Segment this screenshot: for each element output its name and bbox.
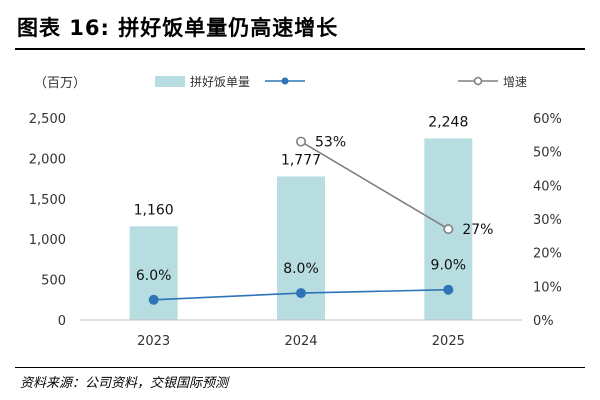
title-rule — [15, 48, 585, 50]
legend-marker-growth — [473, 76, 483, 86]
share-value-label: 8.0% — [283, 261, 319, 277]
legend-swatch-bar — [155, 76, 185, 87]
y-unit-label: （百万） — [34, 76, 86, 91]
bar-value-label: 1,160 — [134, 202, 174, 218]
left-axis-tick-label: 1,000 — [29, 233, 66, 248]
legend-label-bar: 拼好饭单量 — [190, 75, 250, 89]
right-axis: 0% 10% 20% 30% 40% 50% 60% — [533, 112, 562, 329]
growth-point — [443, 224, 454, 235]
source-rule — [15, 367, 585, 368]
share-point — [295, 288, 306, 299]
x-axis-tick-label: 2024 — [284, 334, 317, 349]
x-axis: 2023 2024 2025 — [80, 319, 522, 349]
left-axis-tick-label: 0 — [58, 314, 66, 329]
x-axis-tick-label: 2025 — [432, 334, 465, 349]
right-axis-tick-label: 0% — [533, 314, 554, 329]
growth-value-label: 53% — [315, 135, 346, 151]
growth-line — [300, 140, 449, 230]
right-axis-tick-label: 10% — [533, 280, 562, 295]
right-axis-tick-label: 30% — [533, 213, 562, 228]
share-value-label: 9.0% — [431, 258, 467, 274]
right-axis-tick-label: 20% — [533, 247, 562, 262]
right-axis-tick-label: 50% — [533, 146, 562, 161]
bar-value-label: 2,248 — [428, 114, 468, 130]
left-axis-tick-label: 1,500 — [29, 193, 66, 208]
bar — [277, 176, 325, 320]
lines — [148, 136, 454, 305]
right-axis-tick-label: 40% — [533, 179, 562, 194]
x-axis-tick-label: 2023 — [137, 334, 170, 349]
source-note: 资料来源：公司资料，交银国际预测 — [20, 376, 229, 391]
left-axis-tick-label: 2,500 — [29, 112, 66, 127]
bar-value-label: 1,777 — [281, 152, 321, 168]
legend-marker-share — [281, 77, 289, 85]
right-axis-tick-label: 60% — [533, 112, 562, 127]
chart-title: 图表 16: 拼好饭单量仍高速增长 — [17, 16, 339, 40]
data-labels: 1,160 1,777 2,248 6.0% 8.0% 9.0% 53% 27% — [134, 114, 494, 283]
left-axis: 0 500 1,000 1,500 2,000 2,500 — [29, 112, 66, 329]
left-axis-tick-label: 2,000 — [29, 152, 66, 167]
growth-value-label: 27% — [462, 222, 493, 238]
left-axis-tick-label: 500 — [41, 274, 66, 289]
growth-point — [295, 136, 306, 147]
legend: 拼好饭单量 增速 — [155, 75, 527, 89]
share-value-label: 6.0% — [136, 268, 172, 284]
share-point — [443, 284, 454, 295]
legend-label-growth: 增速 — [503, 75, 527, 89]
share-point — [148, 294, 159, 305]
